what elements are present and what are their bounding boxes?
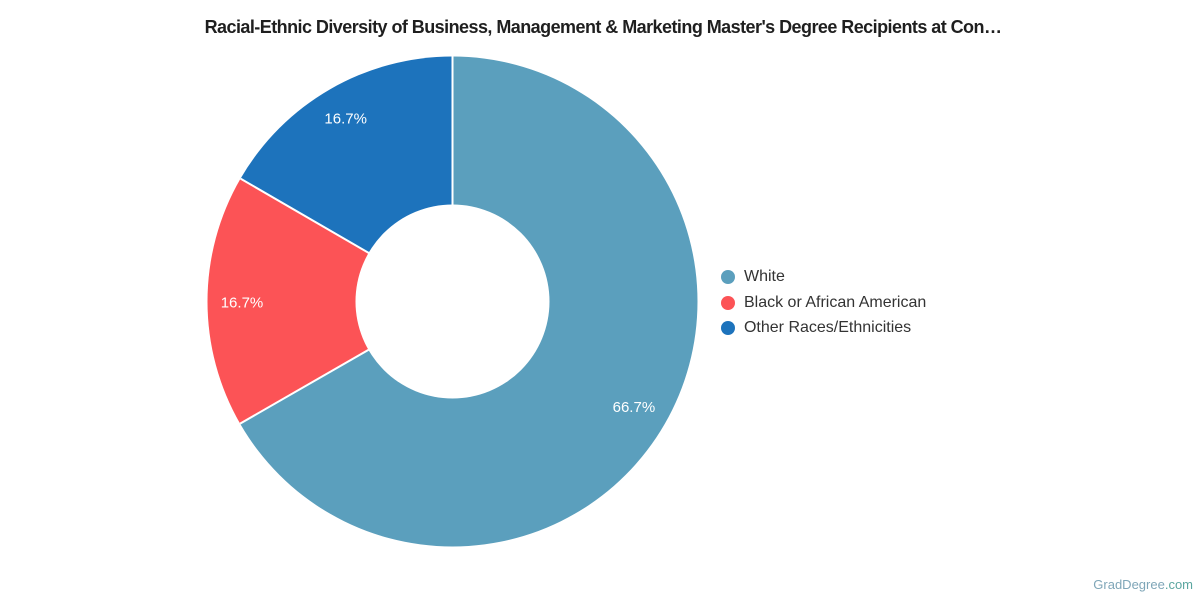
svg-text:16.7%: 16.7%: [221, 295, 264, 312]
svg-text:16.7%: 16.7%: [324, 111, 367, 128]
svg-text:66.7%: 66.7%: [613, 399, 656, 416]
